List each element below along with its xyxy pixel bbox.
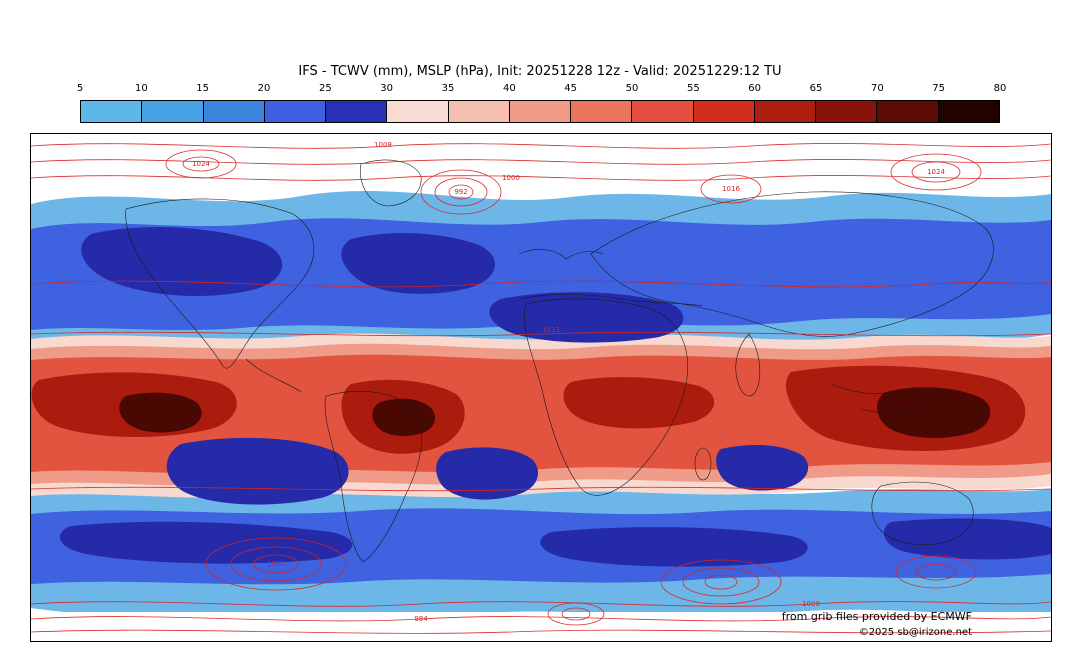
colorbar-tick: 5: [76, 83, 84, 94]
colorbar-tick: 15: [196, 83, 210, 94]
contour-label: 1020: [267, 560, 285, 568]
credit-copyright: ©2025 sb@irizone.net: [858, 627, 972, 638]
weather-map: 1024 1024 1016 1008 1000 1000 992 984 10…: [31, 141, 1051, 641]
colorbar-tick: 35: [441, 83, 455, 94]
mslp-contour-labels: 1024 1024 1016 1008 1000 1000 992 984 10…: [192, 141, 945, 623]
contour-label: 1016: [722, 185, 740, 193]
colorbar-tick: 55: [686, 83, 700, 94]
contour-label: 1024: [192, 160, 210, 168]
colorbar-tick: 10: [134, 83, 148, 94]
colorbar-tick: 25: [318, 83, 332, 94]
colorbar-segment: [203, 101, 265, 122]
colorbar-segment: [509, 101, 572, 122]
coastlines: [125, 159, 994, 563]
tcwv-colorbar: [80, 100, 1000, 123]
colorbar-tick: 30: [380, 83, 394, 94]
contour-label: 1008: [374, 141, 392, 149]
colorbar-segment: [938, 101, 999, 122]
colorbar-segment: [448, 101, 510, 122]
colorbar-tick: 20: [257, 83, 271, 94]
colorbar-segment: [754, 101, 817, 122]
colorbar-tick: 65: [809, 83, 823, 94]
world-map-frame: 1024 1024 1016 1008 1000 1000 992 984 10…: [30, 133, 1052, 642]
contour-label: 992: [454, 188, 467, 196]
colorbar-tick: 60: [748, 83, 762, 94]
colorbar-tick: 75: [932, 83, 946, 94]
colorbar-tick-labels: 5 10 15 20 25 30 35 40 45 50 55 60 65 70 75 80: [76, 83, 1007, 96]
tcwv-north-band: [31, 191, 1051, 352]
colorbar-tick: 80: [993, 83, 1007, 94]
colorbar-segment: [326, 101, 388, 122]
colorbar-segment: [571, 101, 633, 122]
contour-label: 1000: [802, 600, 820, 608]
colorbar-segment: [81, 101, 143, 122]
colorbar-segment: [877, 101, 939, 122]
colorbar-tick: 70: [870, 83, 884, 94]
colorbar-segment: [142, 101, 204, 122]
colorbar-segment: [693, 101, 755, 122]
colorbar-tick: 40: [502, 83, 516, 94]
contour-label: 984: [414, 615, 428, 623]
contour-label: 1000: [502, 174, 520, 182]
contour-label: 1012: [542, 326, 560, 334]
contour-label: 1024: [927, 168, 945, 176]
colorbar-segment: [387, 101, 449, 122]
chart-title: IFS - TCWV (mm), MSLP (hPa), Init: 20251…: [298, 64, 782, 79]
mslp-contours: [31, 143, 1051, 634]
colorbar-segment: [264, 101, 327, 122]
colorbar-segment: [816, 101, 878, 122]
credit-ecmwf: from grib files provided by ECMWF: [781, 610, 972, 623]
colorbar-tick: 45: [564, 83, 578, 94]
colorbar-tick: 50: [625, 83, 639, 94]
colorbar-segment: [632, 101, 694, 122]
